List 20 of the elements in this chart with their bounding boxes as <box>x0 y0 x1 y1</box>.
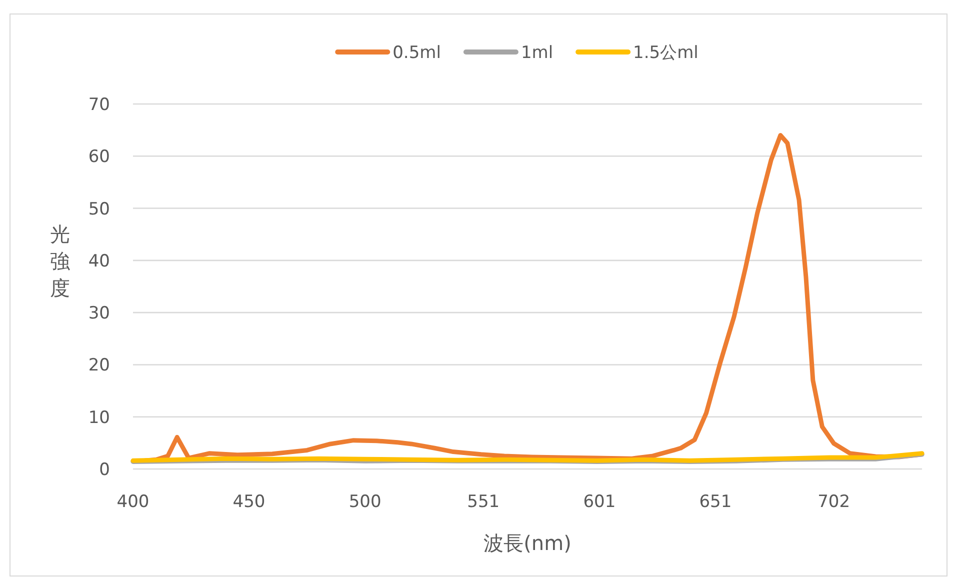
x-tick-label: 601 <box>583 492 616 512</box>
y-tick-label: 0 <box>99 460 110 480</box>
x-tick-label: 702 <box>818 492 850 512</box>
x-tick-label: 500 <box>348 492 382 512</box>
y-tick-label: 40 <box>88 251 110 272</box>
legend-label: 1ml <box>520 43 554 63</box>
legend-label: 0.5ml <box>392 43 441 63</box>
y-axis-title: 光強度 <box>50 222 70 300</box>
legend-label: 1.5公ml <box>633 43 698 63</box>
y-tick-label: 10 <box>88 408 110 428</box>
y-tick-label: 60 <box>88 147 110 168</box>
x-axis-title: 波長(nm) <box>484 531 572 555</box>
y-tick-label: 50 <box>88 199 110 220</box>
x-tick-label: 651 <box>699 492 732 512</box>
x-tick-label: 400 <box>116 492 150 512</box>
y-tick-label: 20 <box>88 356 110 376</box>
x-tick-label: 450 <box>232 492 266 512</box>
y-tick-label: 70 <box>88 95 110 115</box>
x-tick-label: 551 <box>467 492 500 512</box>
y-tick-label: 30 <box>88 304 110 324</box>
